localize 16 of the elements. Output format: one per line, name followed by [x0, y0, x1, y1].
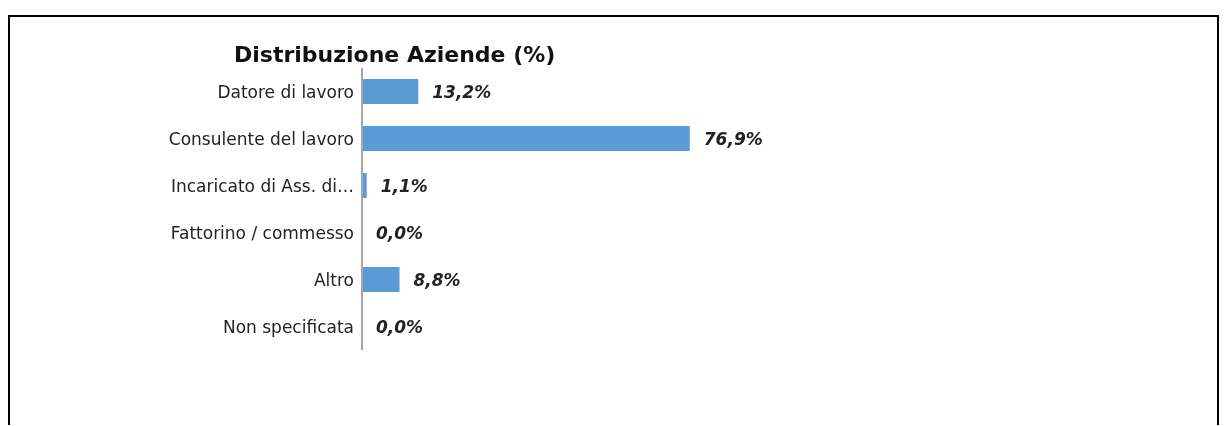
data-label: 13,2%	[432, 81, 492, 102]
y-tick-label: Datore di lavoro	[217, 81, 354, 102]
data-label: 76,9%	[703, 128, 763, 149]
data-label: 0,0%	[376, 316, 424, 337]
y-tick-label: Altro	[313, 269, 354, 290]
y-tick-label: Non specificata	[222, 316, 354, 337]
y-tick-label: Incaricato di Ass. di…	[170, 175, 354, 196]
bar	[362, 79, 419, 104]
data-label: 8,8%	[413, 269, 461, 290]
chart-title: Distribuzione Aziende (%)	[234, 42, 556, 67]
y-tick-label: Fattorino / commesso	[170, 222, 354, 243]
bar	[362, 126, 690, 151]
y-tick-label: Consulente del lavoro	[168, 128, 354, 149]
bar	[362, 267, 400, 292]
data-label: 1,1%	[380, 175, 428, 196]
data-label: 0,0%	[376, 222, 424, 243]
